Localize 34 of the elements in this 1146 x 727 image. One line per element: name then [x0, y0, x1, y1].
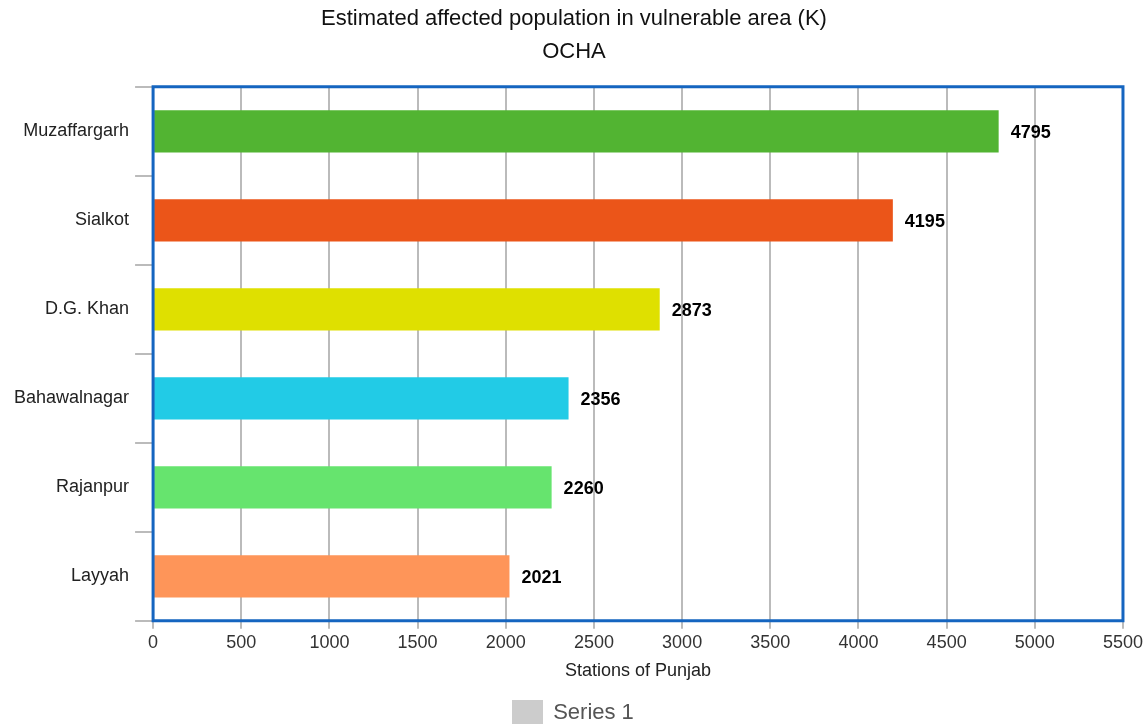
x-tick-label: 5500 — [1102, 631, 1143, 652]
bar — [154, 288, 660, 331]
bar — [154, 555, 510, 598]
data-label: 2356 — [580, 389, 621, 410]
x-tick-label: 4500 — [926, 631, 967, 652]
x-tick-label: 500 — [226, 631, 257, 652]
bar — [154, 199, 893, 242]
y-tick-label: Rajanpur — [56, 476, 130, 497]
x-tick-label: 1500 — [397, 631, 438, 652]
data-label: 2021 — [521, 567, 562, 588]
text: Series 1 — [553, 699, 634, 725]
x-tick-label: 3000 — [662, 631, 703, 652]
x-tick-label: 2500 — [573, 631, 614, 652]
x-tick-label: 1000 — [309, 631, 350, 652]
bar — [154, 377, 569, 420]
chart-subtitle: OCHA — [542, 37, 607, 63]
y-tick-label: Layyah — [71, 565, 130, 586]
x-tick-label: 2000 — [485, 631, 526, 652]
x-tick-label: 4000 — [838, 631, 879, 652]
x-axis-title: Stations of Punjab — [564, 660, 712, 681]
data-label: 4795 — [1010, 122, 1051, 143]
data-label: 2873 — [671, 300, 712, 321]
data-label: 4195 — [904, 211, 945, 232]
x-tick-label: 5000 — [1014, 631, 1055, 652]
x-tick-label: 3500 — [750, 631, 791, 652]
bar — [154, 466, 552, 509]
data-label: 2260 — [563, 478, 604, 499]
y-tick-label: Muzaffargarh — [23, 120, 130, 141]
y-tick-label: D.G. Khan — [45, 298, 130, 319]
chart-title: Estimated affected population in vulnerable area (K) — [321, 5, 827, 31]
y-tick-label: Bahawalnagar — [13, 387, 130, 408]
y-tick-label: Sialkot — [75, 209, 130, 230]
bar — [154, 110, 999, 153]
x-tick-label: 0 — [148, 631, 159, 652]
